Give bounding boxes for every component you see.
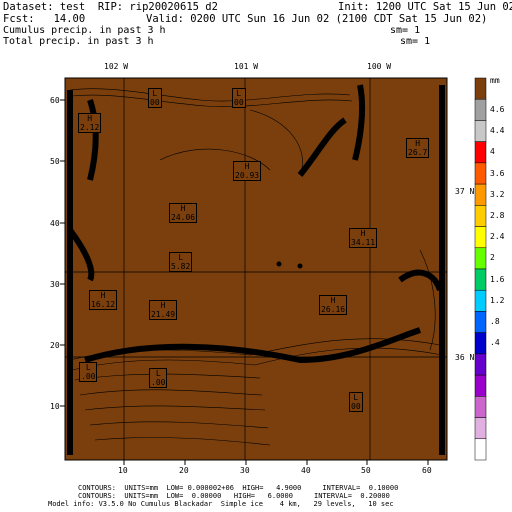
colorbar-label: 3.6 bbox=[490, 168, 505, 178]
y-tick: 10 bbox=[50, 402, 60, 411]
extremum-box: H 26.16 bbox=[319, 295, 348, 315]
colorbar-label: 3.2 bbox=[490, 189, 505, 199]
extremum-box: H 16.12 bbox=[89, 290, 118, 310]
field1-smoothing: sm= 1 bbox=[390, 25, 421, 36]
x-tick: 20 bbox=[179, 466, 189, 475]
extremum-box: L 5.82 bbox=[169, 252, 193, 272]
colorbar-swatch bbox=[474, 141, 487, 164]
thick-precip-bands bbox=[67, 84, 445, 455]
colorbar-label: 4.4 bbox=[490, 126, 505, 136]
y-tick: 30 bbox=[50, 280, 60, 289]
extremum-box: H 21.49 bbox=[149, 300, 178, 320]
lon-label: 101 W bbox=[234, 62, 259, 71]
colorbar-swatch bbox=[474, 353, 487, 376]
x-tick: 30 bbox=[240, 466, 250, 475]
colorbar-swatch bbox=[474, 226, 487, 249]
colorbar-label: 2 bbox=[490, 253, 495, 263]
lat-lon-grid bbox=[65, 78, 447, 460]
colorbar-swatch bbox=[474, 311, 487, 333]
y-tick: 40 bbox=[50, 219, 60, 228]
dataset-line: Dataset: test RIP: rip20020615 d2 bbox=[3, 1, 218, 13]
x-tick: 40 bbox=[301, 466, 311, 475]
y-tick: 60 bbox=[50, 96, 60, 105]
colorbar-unit: mm bbox=[490, 76, 500, 85]
extremum-box: H 2.12 bbox=[78, 113, 102, 133]
x-tick: 10 bbox=[118, 466, 128, 475]
init-line: Init: 1200 UTC Sat 15 Jun 02 bbox=[338, 1, 512, 13]
colorbar-label: 1.6 bbox=[490, 274, 505, 284]
colorbar-swatch bbox=[474, 183, 487, 206]
extremum-box: L 00 bbox=[232, 88, 246, 108]
map-fill bbox=[64, 77, 448, 461]
colorbar-swatch bbox=[474, 120, 487, 142]
colorbar-swatch bbox=[474, 438, 487, 461]
colorbar-swatch bbox=[474, 268, 487, 291]
extremum-box: L 00 bbox=[349, 392, 363, 412]
extremum-box: L 00 bbox=[148, 88, 162, 108]
contour-lines bbox=[69, 88, 443, 446]
lon-label: 102 W bbox=[104, 62, 129, 71]
axis-ticks bbox=[60, 99, 429, 465]
colorbar-swatch bbox=[474, 417, 487, 440]
extremum-box: L .00 bbox=[79, 362, 98, 382]
x-tick: 60 bbox=[422, 466, 432, 475]
colorbar-label: 1.2 bbox=[490, 295, 505, 305]
field2-line: Total precip. in past 3 h bbox=[3, 36, 154, 47]
colorbar-swatch bbox=[474, 332, 487, 355]
footer-contours-2: CONTOURS: UNITS=mm LOW= 0.00000 HIGH= 6.… bbox=[78, 492, 390, 500]
colorbar-label: 4.6 bbox=[490, 104, 505, 114]
y-tick: 20 bbox=[50, 341, 60, 350]
colorbar-label: 2.4 bbox=[490, 232, 505, 242]
valid-line: Valid: 0200 UTC Sun 16 Jun 02 (2100 CDT … bbox=[146, 13, 488, 25]
colorbar-swatch bbox=[474, 77, 487, 100]
lat-label: 36 N bbox=[455, 353, 475, 362]
forecast-line: Fcst: 14.00 bbox=[3, 13, 86, 25]
colorbar-label: .4 bbox=[490, 338, 500, 348]
lon-label: 100 W bbox=[367, 62, 392, 71]
station-dot bbox=[297, 263, 303, 269]
colorbar bbox=[474, 77, 487, 461]
footer-model-info: Model info: V3.5.0 No Cumulus Blackadar … bbox=[48, 500, 394, 508]
field2-smoothing: sm= 1 bbox=[400, 36, 431, 47]
colorbar-swatch bbox=[474, 205, 487, 227]
extremum-box: H 24.06 bbox=[169, 203, 198, 223]
colorbar-label: 4 bbox=[490, 147, 495, 157]
extremum-box: L .00 bbox=[149, 368, 168, 388]
station-dot bbox=[276, 261, 282, 267]
x-tick: 50 bbox=[361, 466, 371, 475]
colorbar-label: .8 bbox=[490, 317, 500, 327]
colorbar-swatch bbox=[474, 374, 487, 397]
y-tick: 50 bbox=[50, 157, 60, 166]
extremum-box: H 20.93 bbox=[233, 161, 262, 181]
footer-contours-1: CONTOURS: UNITS=mm LOW= 0.000002+06 HIGH… bbox=[78, 484, 399, 492]
colorbar-swatch bbox=[474, 247, 487, 270]
colorbar-swatch bbox=[474, 396, 487, 418]
field1-line: Cumulus precip. in past 3 h bbox=[3, 25, 166, 36]
lat-label: 37 N bbox=[455, 187, 475, 196]
colorbar-swatch bbox=[474, 98, 487, 121]
extremum-box: H 34.11 bbox=[349, 228, 378, 248]
colorbar-swatch bbox=[474, 289, 487, 312]
colorbar-swatch bbox=[474, 162, 487, 185]
colorbar-label: 2.8 bbox=[490, 210, 505, 220]
extremum-box: H 26.7 bbox=[406, 138, 430, 158]
